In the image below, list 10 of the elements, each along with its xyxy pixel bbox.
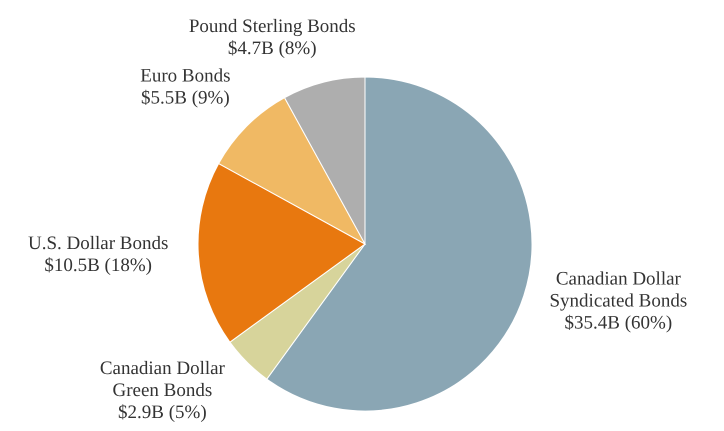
slice-label: Canadian Dollar Green Bonds <box>100 358 226 401</box>
slice-label: U.S. Dollar Bonds <box>28 232 168 254</box>
slice-label: Euro Bonds <box>140 65 230 86</box>
data-label: $2.9B (5%) <box>118 402 207 423</box>
slice-label: Canadian Dollar Syndicated Bonds <box>549 268 688 312</box>
data-label: $10.5B (18%) <box>44 254 152 276</box>
data-label: $5.5B (9%) <box>141 87 230 108</box>
slice-label: Pound Sterling Bonds <box>188 16 356 37</box>
data-label: $35.4B (60%) <box>564 312 672 334</box>
data-label: $4.7B (8%) <box>228 38 317 59</box>
